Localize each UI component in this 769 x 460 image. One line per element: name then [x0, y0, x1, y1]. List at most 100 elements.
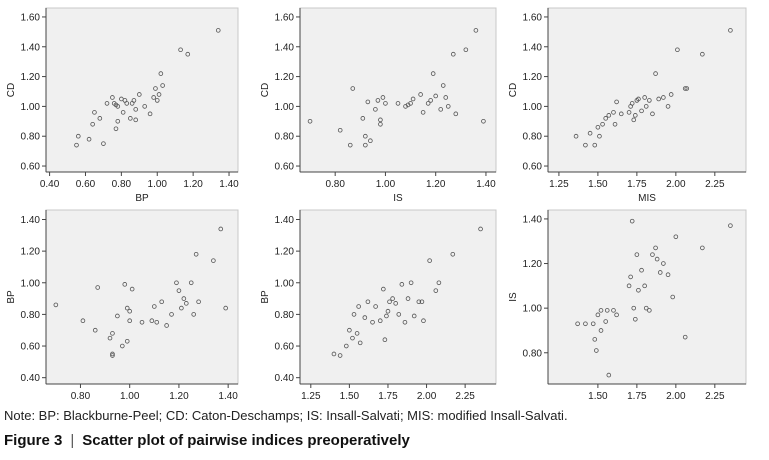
data-point: [594, 348, 599, 353]
data-point: [626, 283, 632, 289]
scatter-panel-5: 1.25 1.50 1.75 2.00 2.25 0.40 0.60 0.80 1.00 1.20…: [260, 209, 497, 402]
data-point: [80, 318, 86, 324]
x-tick-label: 1.25: [301, 391, 321, 402]
scatter-panel-3: 1.25 1.50 1.75 2.00 2.25 0.60 0.80 1.00 1.20 1.40…: [508, 7, 747, 204]
data-point: [595, 124, 601, 130]
data-point: [347, 327, 352, 333]
y-tick-label: 1.20: [523, 72, 543, 83]
y-tick-label: 0.80: [523, 132, 543, 143]
data-point: [356, 304, 361, 309]
plot-area: [45, 209, 239, 385]
data-point: [380, 95, 386, 100]
data-point: [115, 119, 121, 124]
x-tick-label: 2.25: [705, 391, 725, 402]
x-tick-label: 0.80: [325, 179, 345, 190]
data-point: [654, 256, 660, 262]
data-point: [104, 101, 110, 106]
data-point: [396, 312, 402, 317]
data-point: [74, 142, 79, 148]
data-point: [402, 320, 408, 325]
data-point: [436, 280, 442, 286]
x-tick-label: 0.80: [71, 391, 91, 402]
data-point: [115, 104, 121, 109]
scatter-panel-6: 1.501.752.002.250.801.001.201.40MISIS: [508, 209, 747, 402]
y-tick-label: 1.00: [275, 102, 295, 113]
figure-label: Figure 3: [4, 432, 63, 449]
data-point: [612, 121, 618, 127]
data-point: [373, 107, 378, 112]
y-tick-label: 1.40: [275, 215, 295, 226]
data-point: [419, 299, 425, 305]
data-point: [597, 133, 602, 139]
scatter-matrix-figure: 0.40 0.60 0.80 1.00 1.20 1.40 0.60 0.80 1.00 1.20…: [6, 7, 747, 402]
data-point: [631, 305, 637, 311]
data-point: [583, 321, 588, 327]
y-tick-label: 0.80: [523, 348, 543, 359]
y-tick-label: 0.60: [275, 162, 295, 173]
data-point: [193, 251, 199, 257]
y-tick-label: 1.00: [21, 102, 41, 113]
data-point: [393, 301, 398, 306]
data-point: [178, 47, 183, 53]
y-tick-label: 1.40: [21, 42, 41, 53]
y-axis-title: CD: [6, 83, 17, 97]
data-point: [188, 280, 194, 286]
x-tick-label: 2.00: [666, 179, 686, 190]
data-point: [682, 86, 688, 91]
y-tick-label: 0.40: [275, 373, 295, 384]
data-point: [377, 318, 383, 324]
scatter-panel-1: 0.40 0.60 0.80 1.00 1.20 1.40 0.60 0.80 1.00 1.20…: [6, 7, 239, 204]
data-point: [363, 142, 368, 148]
data-point: [174, 280, 179, 286]
data-point: [598, 328, 604, 333]
data-point: [639, 108, 644, 114]
data-point: [153, 86, 158, 91]
data-point: [408, 101, 413, 106]
data-point: [433, 93, 438, 99]
data-point: [450, 51, 456, 57]
x-tick-label: 1.75: [627, 179, 647, 190]
data-point: [191, 312, 196, 317]
figure-caption: Figure 3 | Scatter plot of pairwise indice…: [4, 432, 410, 449]
data-point: [668, 92, 674, 97]
data-point: [665, 272, 671, 277]
data-point: [629, 218, 635, 224]
data-point: [656, 96, 661, 102]
data-point: [604, 308, 610, 313]
data-point: [614, 99, 619, 105]
y-tick-label: 1.20: [523, 259, 543, 270]
data-point: [331, 351, 337, 357]
data-point: [129, 286, 135, 292]
data-point: [390, 296, 395, 301]
data-point: [445, 104, 451, 109]
data-point: [700, 51, 705, 57]
data-point: [350, 86, 356, 91]
x-tick-label: 1.75: [378, 391, 398, 402]
data-point: [642, 95, 647, 100]
data-point: [647, 98, 652, 103]
data-point: [700, 245, 705, 251]
x-axis-title: IS: [393, 193, 403, 204]
data-point: [573, 133, 579, 139]
data-point: [433, 288, 439, 293]
x-tick-label: 1.40: [219, 179, 239, 190]
data-point: [179, 305, 184, 311]
data-point: [368, 138, 373, 143]
data-point: [375, 98, 381, 103]
data-point: [378, 117, 383, 123]
data-point: [411, 313, 417, 319]
data-point: [370, 320, 375, 325]
data-point: [133, 107, 139, 112]
data-point: [647, 308, 652, 313]
data-point: [606, 372, 612, 378]
data-point: [127, 308, 132, 314]
x-tick-label: 1.40: [218, 391, 238, 402]
figure-title: Scatter plot of pairwise indices preoper…: [82, 432, 410, 449]
data-point: [633, 113, 638, 118]
data-point: [650, 252, 655, 257]
data-point: [156, 92, 162, 97]
data-point: [176, 288, 182, 293]
y-tick-label: 1.40: [523, 42, 543, 53]
data-point: [362, 315, 368, 320]
data-point: [343, 343, 349, 349]
